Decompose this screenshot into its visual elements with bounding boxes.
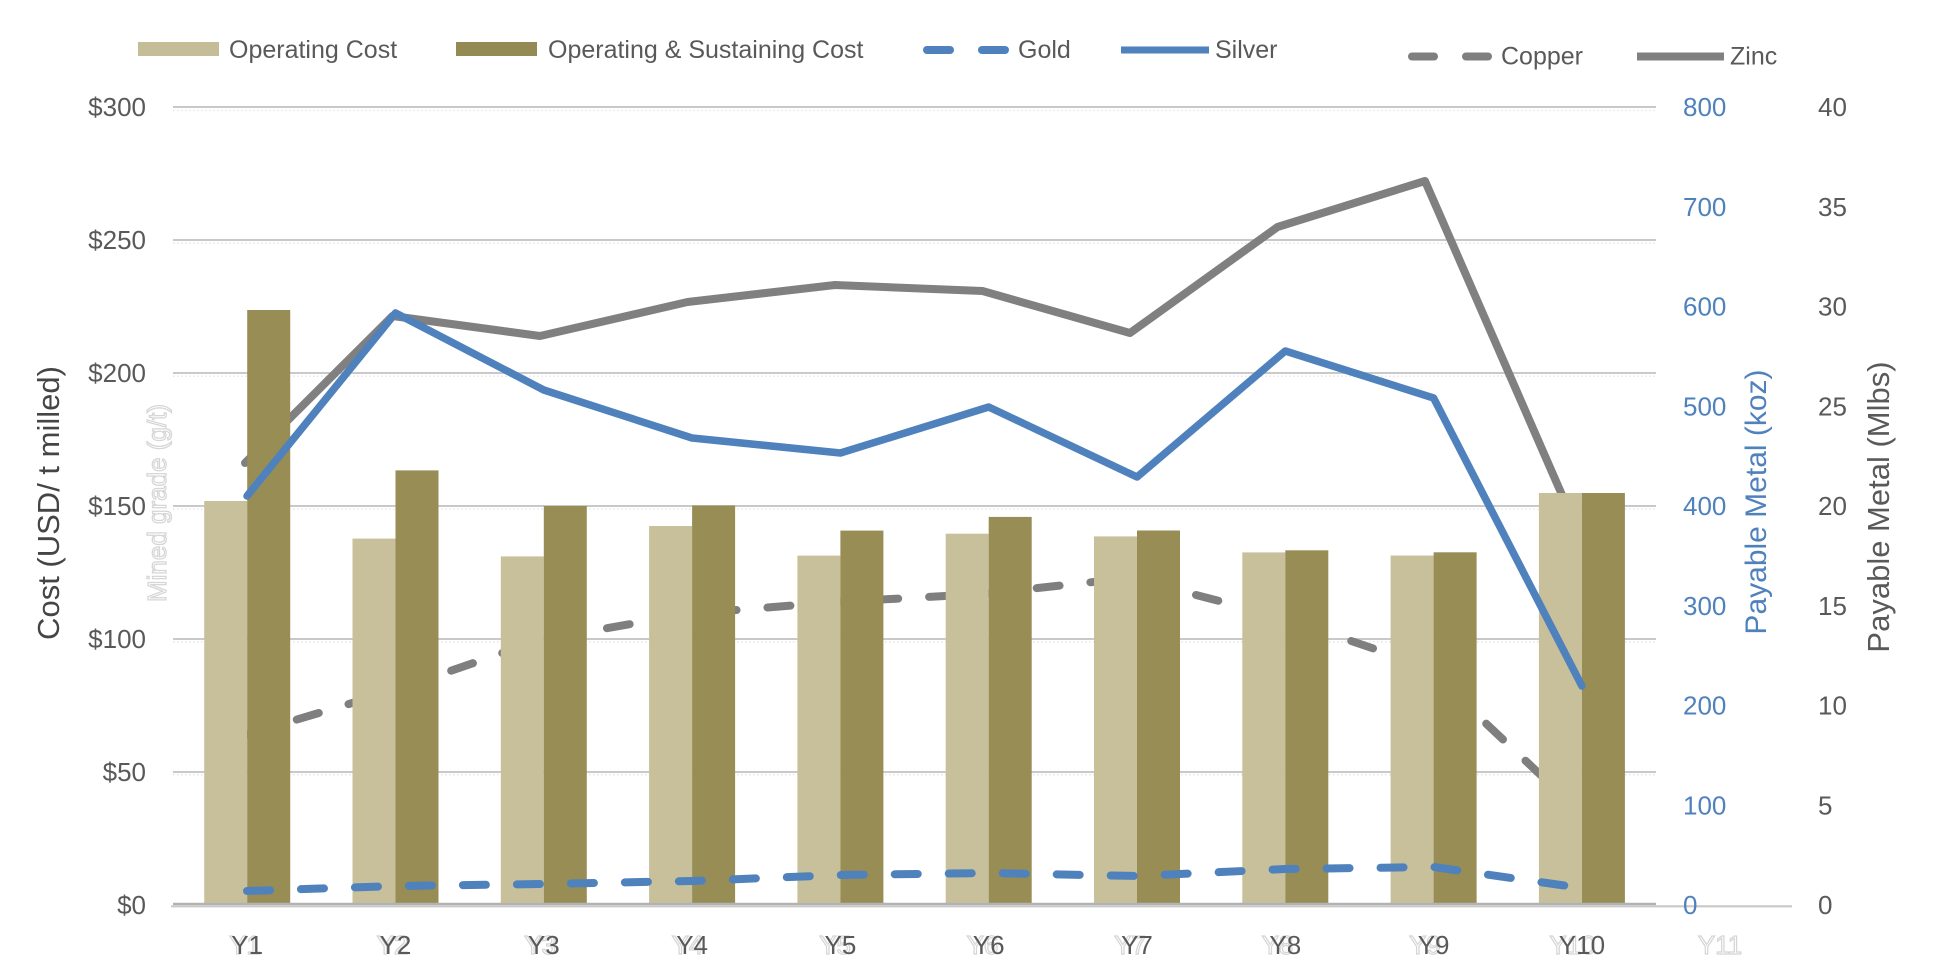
svg-text:Y9: Y9 xyxy=(1418,930,1450,960)
svg-text:Y7: Y7 xyxy=(1114,930,1146,960)
svg-text:Silver: Silver xyxy=(1215,36,1278,64)
svg-text:Y5: Y5 xyxy=(819,930,851,960)
svg-text:Y11: Y11 xyxy=(1698,930,1742,960)
svg-text:Y3: Y3 xyxy=(528,930,560,960)
svg-text:Payable Metal (koz): Payable Metal (koz) xyxy=(1740,369,1773,634)
svg-text:10: 10 xyxy=(1818,691,1847,721)
svg-text:20: 20 xyxy=(1818,491,1847,521)
svg-text:Mined grade (g/t): Mined grade (g/t) xyxy=(142,404,172,602)
svg-text:$100: $100 xyxy=(88,624,146,654)
svg-text:30: 30 xyxy=(1818,292,1847,322)
svg-text:5: 5 xyxy=(1818,790,1832,820)
svg-text:40: 40 xyxy=(1818,92,1847,122)
svg-text:25: 25 xyxy=(1818,391,1847,421)
svg-text:Y7: Y7 xyxy=(1121,930,1153,960)
svg-text:Y8: Y8 xyxy=(1269,930,1301,960)
svg-text:100: 100 xyxy=(1683,790,1726,820)
svg-text:Y10: Y10 xyxy=(1559,930,1605,960)
svg-text:0: 0 xyxy=(1683,890,1697,920)
svg-text:$200: $200 xyxy=(88,358,146,388)
svg-text:Y2: Y2 xyxy=(377,930,409,960)
svg-text:Y2: Y2 xyxy=(380,930,412,960)
svg-text:Y3: Y3 xyxy=(524,930,556,960)
svg-text:Copper: Copper xyxy=(1501,43,1583,71)
svg-text:35: 35 xyxy=(1818,192,1847,222)
svg-text:Y10: Y10 xyxy=(1549,930,1595,960)
svg-text:Payable Metal (Mlbs): Payable Metal (Mlbs) xyxy=(1861,361,1896,652)
svg-text:Y8: Y8 xyxy=(1262,930,1294,960)
svg-text:0: 0 xyxy=(1818,890,1832,920)
svg-text:Y9: Y9 xyxy=(1409,930,1441,960)
svg-text:$150: $150 xyxy=(88,491,146,521)
svg-text:$300: $300 xyxy=(88,92,146,122)
svg-text:Gold: Gold xyxy=(1018,36,1071,64)
svg-text:500: 500 xyxy=(1683,391,1726,421)
svg-text:$50: $50 xyxy=(103,757,146,787)
svg-text:800: 800 xyxy=(1683,92,1726,122)
svg-text:Y5: Y5 xyxy=(824,930,856,960)
svg-text:200: 200 xyxy=(1683,691,1726,721)
svg-text:$0: $0 xyxy=(117,890,146,920)
svg-text:Zinc: Zinc xyxy=(1730,43,1777,71)
svg-text:Y4: Y4 xyxy=(676,930,708,960)
svg-text:600: 600 xyxy=(1683,292,1726,322)
svg-text:400: 400 xyxy=(1683,491,1726,521)
svg-text:700: 700 xyxy=(1683,192,1726,222)
svg-text:Y1: Y1 xyxy=(229,930,261,960)
svg-text:Cost (USD/ t milled): Cost (USD/ t milled) xyxy=(31,366,66,640)
svg-text:300: 300 xyxy=(1683,591,1726,621)
svg-text:Operating & Sustaining Cost: Operating & Sustaining Cost xyxy=(548,36,864,64)
svg-text:Y6: Y6 xyxy=(967,930,999,960)
svg-text:Operating Cost: Operating Cost xyxy=(229,36,397,64)
svg-text:15: 15 xyxy=(1818,591,1847,621)
svg-text:Y4: Y4 xyxy=(672,930,704,960)
svg-text:$250: $250 xyxy=(88,225,146,255)
svg-text:Y1: Y1 xyxy=(231,930,263,960)
svg-text:Y6: Y6 xyxy=(973,930,1005,960)
